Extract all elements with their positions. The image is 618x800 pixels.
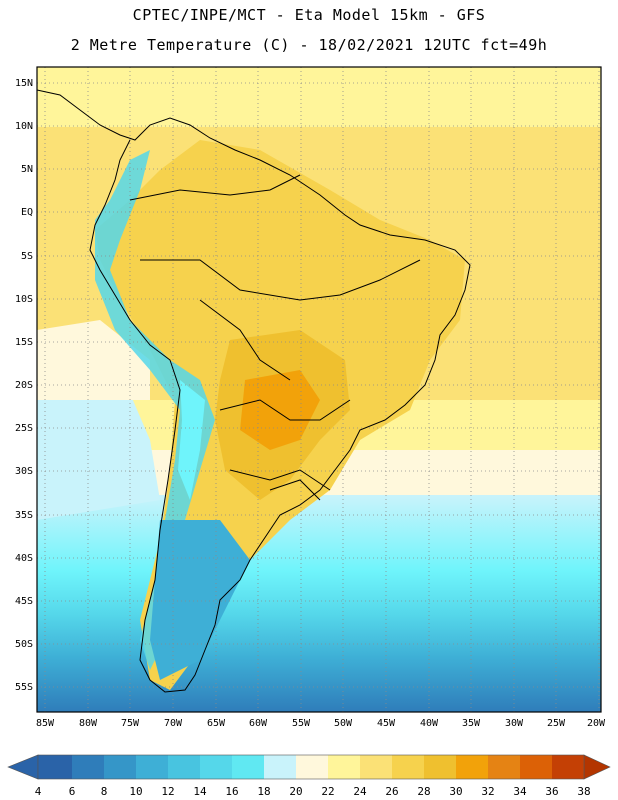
lon-label: 50W: [334, 718, 353, 729]
longitude-labels: 85W 80W 75W 70W 65W 60W 55W 50W 45W 40W …: [36, 718, 606, 729]
lat-label: 5N: [21, 164, 33, 175]
lat-label: 15S: [15, 337, 33, 348]
lon-label: 40W: [420, 718, 439, 729]
colorbar-tick: 36: [545, 785, 558, 798]
colorbar-segment: [296, 755, 328, 779]
lon-label: 55W: [292, 718, 311, 729]
colorbar-segment: [424, 755, 456, 779]
colorbar-tick: 28: [417, 785, 430, 798]
colorbar-tick: 8: [101, 785, 108, 798]
colorbar-segment: [360, 755, 392, 779]
colorbar-tick: 22: [321, 785, 334, 798]
lon-label: 80W: [79, 718, 98, 729]
map-title-line1: CPTEC/INPE/MCT - Eta Model 15km - GFS: [132, 6, 486, 24]
colorbar-tick: 20: [289, 785, 302, 798]
colorbar-tick: 32: [481, 785, 494, 798]
latitude-labels: 15N 10N 5N EQ 5S 10S 15S 20S 25S 30S 35S…: [15, 78, 33, 693]
lat-label: 40S: [15, 553, 33, 564]
lon-label: 65W: [207, 718, 226, 729]
colorbar-tick: 38: [577, 785, 590, 798]
colorbar-segment: [104, 755, 136, 779]
colorbar-tick: 34: [513, 785, 527, 798]
map-title-line2: 2 Metre Temperature (C) - 18/02/2021 12U…: [70, 36, 548, 54]
temperature-field: [37, 67, 601, 712]
lon-label: 30W: [505, 718, 524, 729]
lat-label: 10N: [15, 121, 33, 132]
colorbar-tick: 12: [161, 785, 174, 798]
colorbar-segment: [520, 755, 552, 779]
lat-label: 10S: [15, 294, 33, 305]
colorbar-tick: 10: [129, 785, 142, 798]
colorbar-tick: 4: [35, 785, 42, 798]
colorbar-segment: [392, 755, 424, 779]
lon-label: 20W: [587, 718, 606, 729]
lat-label: EQ: [21, 207, 33, 218]
colorbar-left-arrow: [7, 754, 39, 780]
lat-label: 30S: [15, 466, 33, 477]
lat-label: 35S: [15, 510, 33, 521]
colorbar-tick: 30: [449, 785, 462, 798]
lat-label: 50S: [15, 639, 33, 650]
colorbar-tick: 16: [225, 785, 238, 798]
lon-label: 25W: [547, 718, 566, 729]
colorbar-tick: 24: [353, 785, 367, 798]
colorbar-right-arrow: [583, 754, 611, 780]
colorbar-tick: 14: [193, 785, 207, 798]
lat-label: 5S: [21, 251, 33, 262]
colorbar-segment: [200, 755, 232, 779]
colorbar-segment: [552, 755, 584, 779]
colorbar-segment: [168, 755, 200, 779]
lon-label: 45W: [377, 718, 396, 729]
lon-label: 60W: [249, 718, 268, 729]
colorbar-tick: 6: [69, 785, 76, 798]
colorbar: 4 6 8 10 12 14 16 18 20 22 24 26 28 30 3…: [7, 754, 611, 798]
colorbar-tick: 18: [257, 785, 270, 798]
map-frame: [36, 66, 602, 713]
colorbar-segment: [136, 755, 168, 779]
colorbar-segment: [72, 755, 104, 779]
lat-label: 20S: [15, 380, 33, 391]
colorbar-segment: [264, 755, 296, 779]
lon-label: 35W: [462, 718, 481, 729]
lon-label: 85W: [36, 718, 55, 729]
lat-label: 45S: [15, 596, 33, 607]
colorbar-segment: [328, 755, 360, 779]
lon-label: 75W: [121, 718, 140, 729]
colorbar-segment: [456, 755, 488, 779]
colorbar-segment: [38, 755, 72, 779]
lat-label: 15N: [15, 78, 33, 89]
lon-label: 70W: [164, 718, 183, 729]
colorbar-tick: 26: [385, 785, 398, 798]
colorbar-segment: [488, 755, 520, 779]
lat-label: 55S: [15, 682, 33, 693]
colorbar-segment: [232, 755, 264, 779]
lat-label: 25S: [15, 423, 33, 434]
country-borders: [36, 89, 471, 693]
